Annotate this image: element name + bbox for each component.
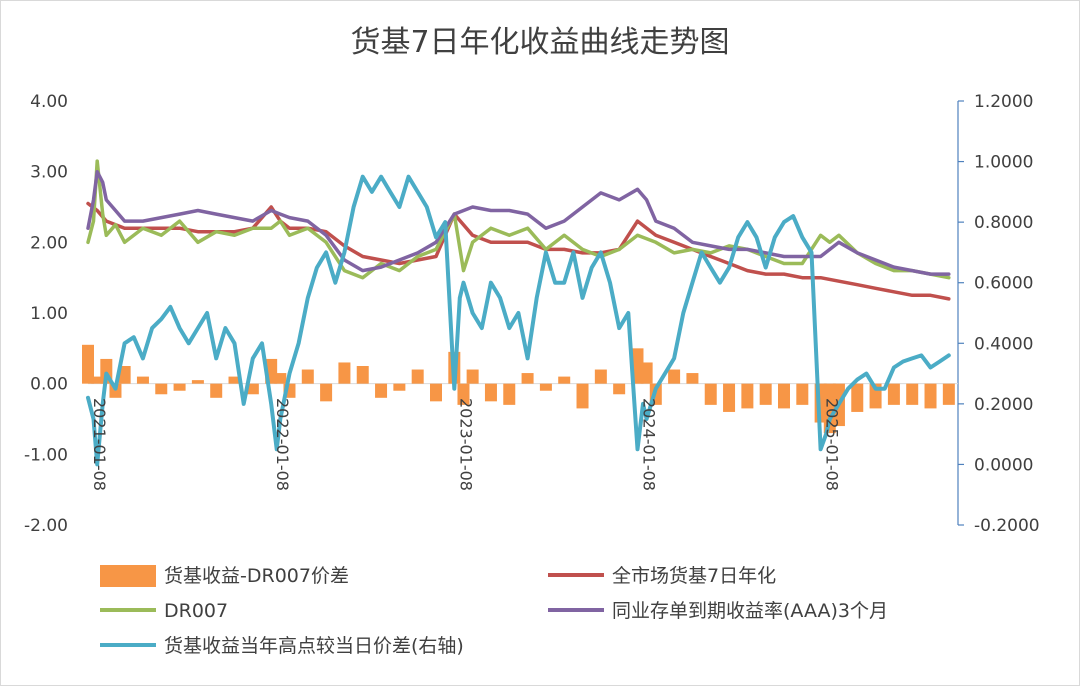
left-tick-label: 0.00: [30, 375, 68, 395]
right-tick-label: 0.8000: [974, 213, 1033, 233]
legend-swatch-spread: [100, 565, 156, 587]
left-tick-label: -2.00: [24, 516, 68, 536]
bar-spread: [411, 369, 424, 384]
bar-spread: [539, 383, 552, 391]
bar-spread: [741, 383, 754, 409]
bar-spread: [484, 383, 497, 402]
bar-spread: [558, 376, 571, 384]
bar-spread: [640, 362, 653, 384]
bar-spread: [942, 383, 955, 405]
x-tick-label: 2022-01-08: [273, 398, 292, 491]
right-tick-label: -0.2000: [974, 516, 1040, 536]
bar-spread: [136, 376, 149, 384]
bar-spread: [356, 366, 369, 384]
bar-spread: [503, 383, 516, 405]
bar-spread: [887, 383, 900, 405]
bar-spread: [796, 383, 809, 405]
line-highpoint: [86, 174, 951, 467]
bar-spread: [594, 369, 607, 384]
legend-label-cd: 同业存单到期收益率(AAA)3个月: [612, 600, 888, 622]
left-tick-label: 2.00: [30, 233, 68, 253]
bar-spread: [301, 369, 314, 384]
bar-spread: [274, 373, 287, 384]
bar-spread: [393, 383, 406, 391]
x-tick-label: 2021-01-08: [90, 398, 109, 491]
left-tick-label: 3.00: [30, 163, 68, 183]
legend: 货基收益-DR007价差 全市场货基7日年化 DR007 同业存单到期收益率(AAA)…: [100, 565, 888, 657]
right-tick-label: 1.0000: [974, 153, 1033, 173]
bar-spread: [91, 376, 104, 384]
legend-item-cd: 同业存单到期收益率(AAA)3个月: [548, 600, 888, 622]
bar-spread: [723, 383, 736, 412]
bar-spread: [118, 366, 131, 384]
x-tick-label: 2024-01-08: [639, 398, 658, 491]
bar-spread: [155, 383, 168, 395]
bar-spread: [924, 383, 937, 409]
line-dr007: [86, 159, 951, 280]
chart-title: 货基7日年化收益曲线走势图: [350, 25, 729, 60]
right-tick-label: 0.0000: [974, 455, 1033, 475]
bar-spread: [246, 383, 259, 395]
legend-label-mmf: 全市场货基7日年化: [612, 565, 776, 587]
bar-spread: [375, 383, 388, 398]
legend-label-highpoint: 货基收益当年高点较当日价差(右轴): [164, 635, 464, 657]
right-tick-label: 0.2000: [974, 395, 1033, 415]
bar-spread: [173, 383, 186, 391]
right-tick-label: 1.2000: [974, 92, 1033, 112]
bar-spread: [823, 383, 836, 434]
legend-item-mmf: 全市场货基7日年化: [548, 565, 776, 587]
bar-spread: [457, 383, 470, 405]
bar-spread: [851, 383, 864, 412]
legend-label-dr007: DR007: [164, 600, 228, 622]
bar-spread: [82, 344, 94, 384]
bar-spread: [320, 383, 333, 402]
bar-spread: [668, 369, 681, 384]
bar-spread: [430, 383, 442, 402]
x-tick-label: 2025-01-08: [823, 398, 842, 491]
left-tick-label: 4.00: [30, 92, 68, 112]
bar-spread: [521, 373, 534, 384]
bar-spread: [778, 383, 790, 409]
bar-spread: [613, 383, 626, 395]
left-tick-label: -1.00: [24, 445, 68, 465]
bar-spread: [704, 383, 717, 405]
bar-spread: [759, 383, 772, 405]
left-tick-label: 1.00: [30, 304, 68, 324]
bar-spread: [906, 383, 919, 405]
bar-spread: [191, 380, 204, 384]
bar-spread: [228, 376, 241, 384]
legend-item-dr007: DR007: [100, 600, 228, 622]
plot-area: -2.00 -1.00 0.00 1.00 2.00 3.00 4.00 -0.2000 0.0…: [24, 92, 1040, 536]
line-cd: [86, 169, 951, 276]
bar-spread: [576, 383, 589, 409]
legend-item-spread: 货基收益-DR007价差: [100, 565, 349, 587]
bar-spread: [466, 369, 479, 384]
x-tick-label: 2023-01-08: [456, 398, 475, 491]
bar-spread: [338, 362, 351, 384]
bar-spread: [686, 373, 699, 384]
right-tick-label: 0.6000: [974, 274, 1033, 294]
bar-spread: [210, 383, 223, 398]
right-tick-label: 0.4000: [974, 334, 1033, 354]
legend-label-spread: 货基收益-DR007价差: [164, 565, 349, 587]
legend-item-highpoint: 货基收益当年高点较当日价差(右轴): [100, 635, 464, 657]
